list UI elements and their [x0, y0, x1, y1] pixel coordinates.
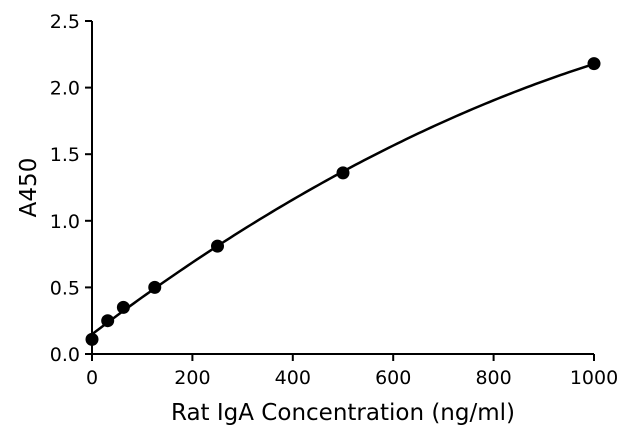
data-points	[85, 57, 601, 346]
data-point	[336, 166, 350, 180]
y-tick-label: 2.0	[50, 78, 80, 100]
y-axis-title: A450	[16, 158, 42, 218]
fit-curve	[91, 62, 595, 336]
axes	[91, 21, 594, 355]
y-ticks: 0.0 0.5 1.0 1.5 2.0 2.5	[50, 11, 92, 366]
x-tick-label: 400	[275, 367, 311, 389]
data-point	[85, 332, 99, 346]
x-axis-title: Rat IgA Concentration (ng/ml)	[171, 400, 515, 426]
data-point	[148, 280, 162, 294]
x-tick-label: 0	[86, 367, 98, 389]
data-point	[116, 300, 130, 314]
data-point	[211, 239, 224, 253]
y-tick-label: 0.0	[50, 344, 80, 366]
y-tick-label: 2.5	[50, 11, 80, 33]
x-ticks: 0 200 400 600 800 1000	[86, 354, 618, 389]
x-tick-label: 1000	[570, 367, 618, 389]
y-tick-label: 1.5	[50, 144, 80, 166]
y-tick-label: 0.5	[50, 277, 80, 299]
x-tick-label: 600	[375, 367, 411, 389]
data-point	[101, 314, 115, 328]
data-point	[587, 57, 601, 71]
y-tick-label: 1.0	[50, 211, 80, 233]
x-tick-label: 200	[174, 367, 210, 389]
x-tick-label: 800	[475, 367, 511, 389]
